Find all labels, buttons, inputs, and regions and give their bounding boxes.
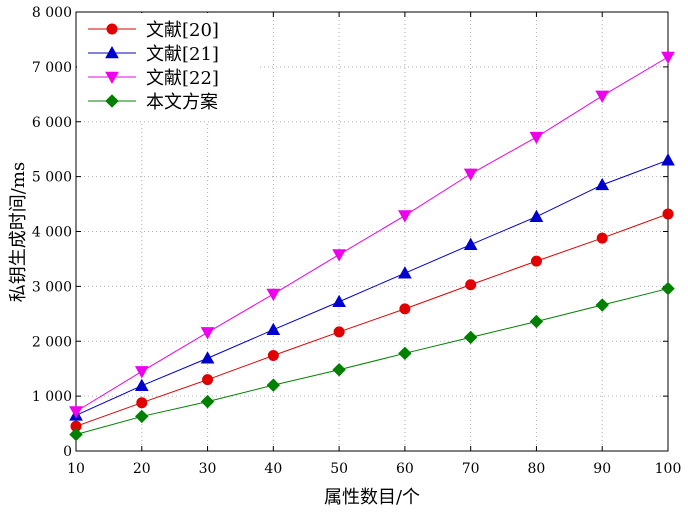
- x-tick-label: 30: [199, 461, 217, 477]
- data-point: [465, 279, 477, 291]
- data-point: [200, 351, 215, 364]
- data-point: [661, 51, 675, 65]
- series-line: [75, 288, 669, 436]
- data-point: [529, 314, 544, 329]
- y-tick-label: 3 000: [32, 279, 72, 295]
- data-point: [596, 232, 608, 244]
- y-tick-label: 6 000: [32, 115, 72, 131]
- data-point: [266, 378, 281, 392]
- y-tick-label: 7 000: [32, 60, 72, 76]
- x-tick-label: 40: [264, 461, 282, 477]
- data-point: [69, 427, 83, 442]
- data-point: [267, 350, 279, 362]
- x-tick-label: 80: [528, 461, 546, 477]
- x-tick-label: 50: [330, 461, 348, 477]
- data-point: [136, 397, 148, 409]
- data-point: [332, 249, 346, 262]
- series-4: [69, 281, 675, 442]
- axis-ticks: 10 20 30 40 50 60 70 80 90 100 0 1 000 2 000 3 000 4 0…: [32, 5, 681, 477]
- data-point: [398, 346, 412, 361]
- series-3: [69, 51, 675, 419]
- y-tick-label: 8 000: [32, 5, 72, 21]
- data-point: [266, 322, 281, 336]
- data-point: [333, 326, 345, 338]
- series-1: [70, 208, 674, 432]
- y-tick-label: 4 000: [32, 225, 72, 241]
- series-2: [69, 153, 675, 421]
- x-axis-title: 属性数目/个: [324, 487, 420, 508]
- x-tick-label: 10: [67, 461, 85, 477]
- x-tick-label: 90: [593, 461, 611, 477]
- legend-label: 文献[22]: [146, 68, 219, 89]
- data-point: [529, 131, 544, 145]
- data-point: [134, 366, 149, 379]
- y-tick-label: 5 000: [32, 170, 72, 186]
- series-line: [75, 159, 669, 416]
- y-tick-label: 0: [63, 444, 72, 460]
- legend-marker: [105, 94, 119, 108]
- series-lines: [69, 51, 675, 442]
- legend-marker: [106, 23, 118, 35]
- data-point: [398, 266, 412, 279]
- legend-marker: [105, 45, 119, 59]
- data-point: [595, 90, 610, 103]
- x-tick-label: 70: [462, 461, 480, 477]
- data-point: [332, 294, 346, 308]
- data-point: [661, 281, 675, 296]
- data-point: [332, 363, 346, 377]
- data-point: [200, 327, 215, 340]
- data-point: [662, 208, 674, 220]
- data-point: [463, 330, 478, 345]
- grid-lines: [76, 12, 668, 451]
- data-point: [595, 177, 610, 191]
- data-point: [530, 255, 542, 267]
- data-point: [135, 409, 149, 424]
- y-tick-label: 2 000: [32, 334, 72, 350]
- data-point: [202, 374, 214, 386]
- legend-label: 本文方案: [146, 92, 218, 113]
- legend-label: 文献[21]: [146, 44, 219, 65]
- series-line: [75, 56, 669, 412]
- x-tick-label: 60: [396, 461, 414, 477]
- data-point: [529, 209, 544, 222]
- legend-marker: [105, 71, 119, 85]
- data-point: [463, 237, 478, 250]
- series-line: [75, 213, 669, 427]
- data-point: [399, 303, 411, 315]
- legend: 文献[20] 文献[21] 文献[22] 本文方案: [77, 13, 257, 121]
- data-point: [69, 406, 83, 419]
- y-tick-label: 1 000: [32, 389, 72, 405]
- data-point: [200, 394, 215, 409]
- data-point: [266, 288, 281, 302]
- x-tick-label: 20: [133, 461, 151, 477]
- legend-label: 文献[20]: [146, 20, 219, 41]
- data-point: [661, 153, 675, 166]
- data-point: [595, 298, 609, 312]
- data-point: [134, 378, 149, 391]
- y-axis-title: 私钥生成时间/ms: [8, 162, 29, 302]
- x-tick-label: 100: [655, 461, 682, 477]
- data-point: [398, 210, 412, 223]
- data-point: [463, 168, 478, 181]
